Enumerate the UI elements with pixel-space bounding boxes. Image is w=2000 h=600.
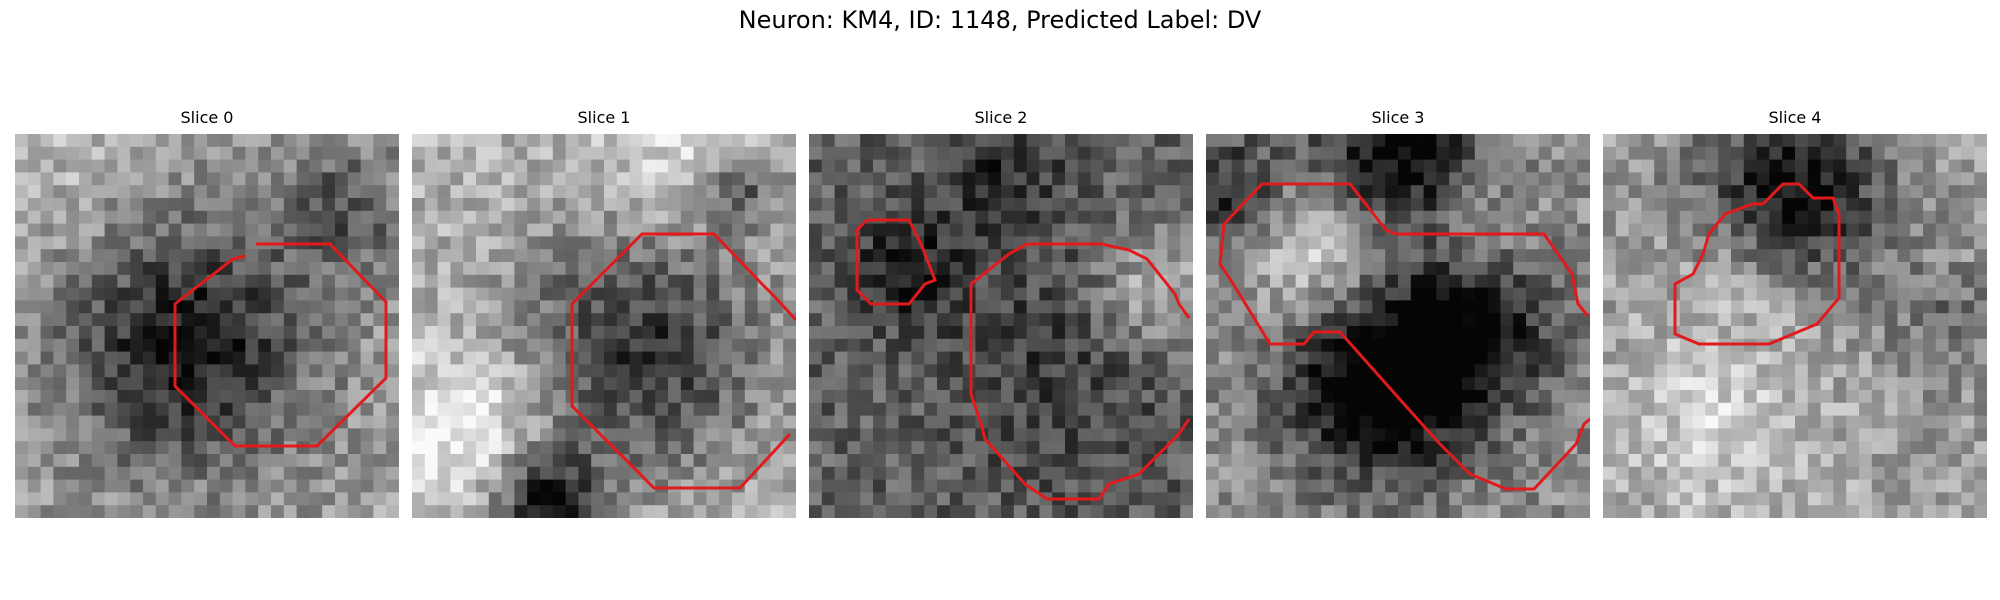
roi-contour [1673,182,1841,346]
image-slice-2 [809,134,1193,518]
image-slice-0 [15,134,399,518]
pixel-grid [809,134,1193,518]
grayscale-image [412,134,796,518]
figure-title: Neuron: KM4, ID: 1148, Predicted Label: … [738,6,1262,34]
panel-slice-0: Slice 0 [15,108,399,518]
panel-title: Slice 4 [1768,108,1822,127]
panel-slice-4: Slice 4 [1603,108,1987,518]
roi-contour-large [969,242,1191,501]
panel-title: Slice 1 [577,108,631,127]
image-slice-4 [1603,134,1987,518]
grayscale-image [1206,134,1590,518]
roi-contour [570,232,796,490]
panel-slice-1: Slice 1 [412,108,796,518]
roi-contour [173,242,388,448]
panel-title: Slice 0 [180,108,234,127]
panel-slice-3: Slice 3 [1206,108,1590,518]
roi-contour [1218,182,1590,491]
grayscale-image [809,134,1193,518]
image-slice-3 [1206,134,1590,518]
pixel-grid [1603,134,1987,518]
roi-contour-small [855,218,937,306]
pixel-grid [412,134,796,518]
grayscale-image [1603,134,1987,518]
pixel-grid [15,134,399,518]
pixel-grid [1206,134,1590,518]
grayscale-image [15,134,399,518]
panel-title: Slice 2 [974,108,1028,127]
image-slice-1 [412,134,796,518]
panel-title: Slice 3 [1371,108,1425,127]
panel-slice-2: Slice 2 [809,108,1193,518]
